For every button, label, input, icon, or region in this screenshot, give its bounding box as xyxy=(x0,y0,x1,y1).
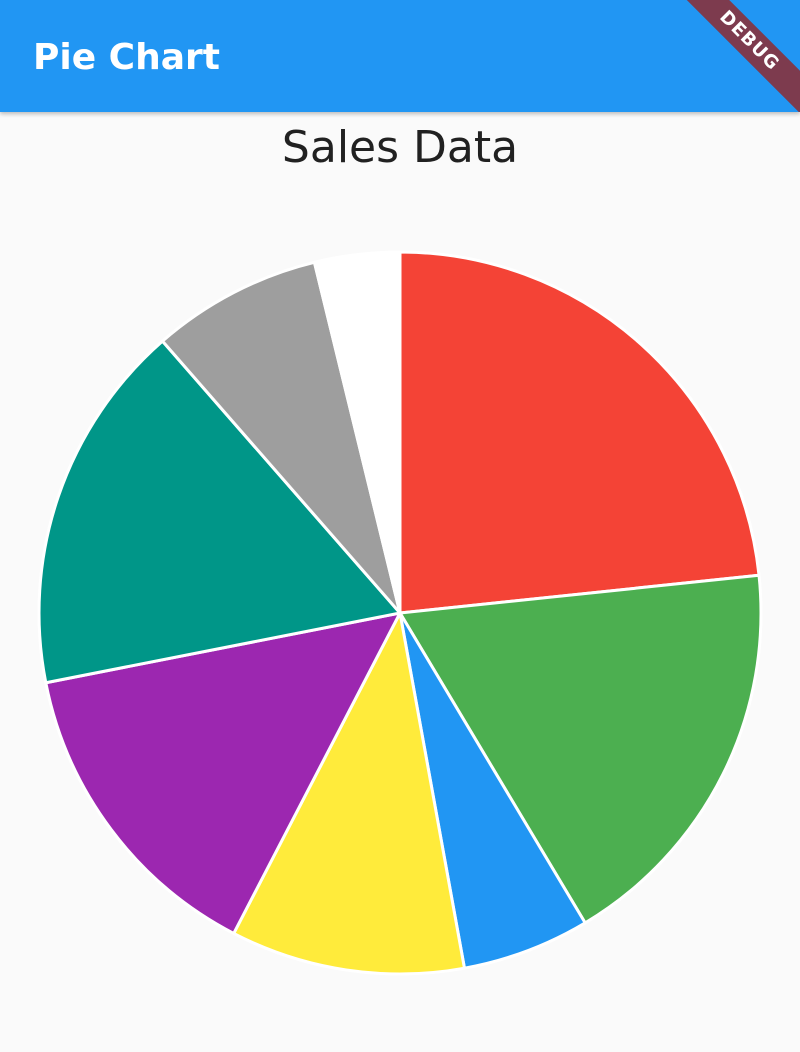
app-bar: Pie Chart DEBUG xyxy=(0,0,800,112)
app-bar-title: Pie Chart xyxy=(33,37,220,78)
pie-slice-1 xyxy=(398,250,761,615)
pie-slice-8 xyxy=(312,250,402,615)
chart-title: Sales Data xyxy=(281,122,519,173)
pie-slice-4 xyxy=(232,611,466,976)
pie-slice-7 xyxy=(160,260,402,615)
pie-slice-2 xyxy=(398,573,763,925)
pie-slice-6 xyxy=(37,339,402,685)
pie-slice-3 xyxy=(398,611,587,970)
pie-slice-5 xyxy=(44,611,402,935)
pie-slices xyxy=(37,250,763,976)
